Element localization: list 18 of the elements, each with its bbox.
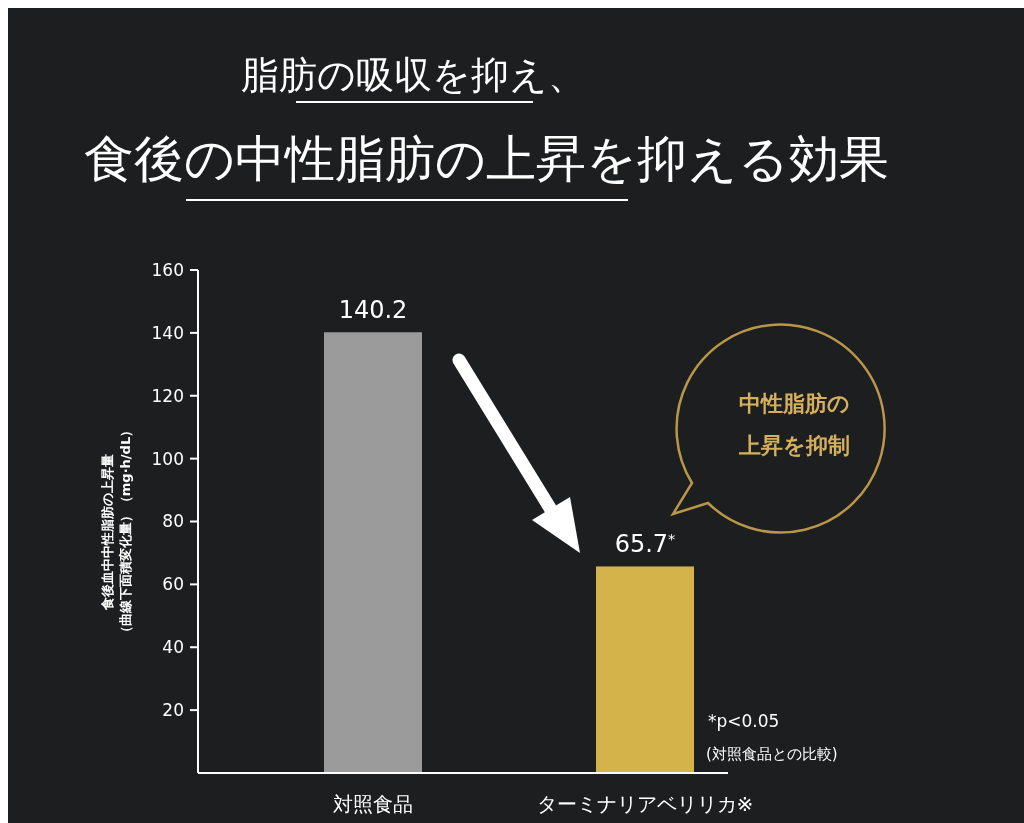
y-tick-label: 80 <box>162 511 184 532</box>
y-tick-label: 160 <box>151 259 184 280</box>
y-tick-label: 60 <box>162 574 184 595</box>
data-label: 65.7$^{*}$ <box>614 530 676 559</box>
data-label: 140.2 <box>338 296 408 325</box>
annotation: *p<0.05 <box>708 711 780 731</box>
y-tick-label: 20 <box>162 700 184 721</box>
x-tick-label: 対照食品 <box>333 792 413 816</box>
y-axis-title: 食後血中中性脂肪の上昇量（曲線下面積変化量）（mg·h/dL） <box>100 423 133 640</box>
chart-title: 脂肪の吸収を抑え、 <box>240 53 586 97</box>
y-tick-label: 100 <box>151 448 184 469</box>
annotation: (対照食品との比較) <box>706 745 838 763</box>
x-tick-label: ターミナリアベリリカ※ <box>536 792 754 816</box>
y-tick-label: 120 <box>151 385 184 406</box>
y-tick-label: 140 <box>151 322 184 343</box>
text: 中性脂肪の上昇を抑制 <box>737 391 850 458</box>
chart-subtitle: 食後の中性脂肪の上昇を抑える効果 <box>83 130 889 188</box>
y-tick-label: 40 <box>162 637 184 658</box>
